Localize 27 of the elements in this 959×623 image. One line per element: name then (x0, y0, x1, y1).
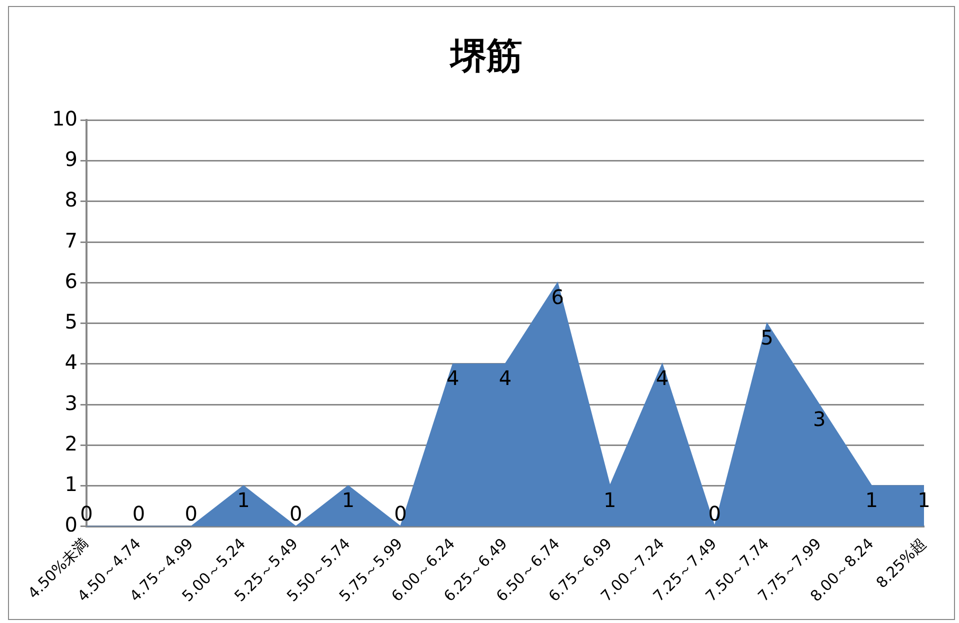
y-tick-label: 2 (64, 431, 78, 456)
data-label: 0 (132, 502, 146, 526)
data-label: 1 (604, 488, 616, 512)
y-tick-label: 7 (64, 228, 78, 252)
data-label: 6 (551, 284, 564, 309)
data-label: 0 (184, 502, 198, 526)
y-tick-label: 1 (64, 472, 78, 496)
chart-title: 堺筋 (448, 36, 522, 77)
y-tick-label: 6 (64, 268, 78, 293)
data-label: 4 (446, 366, 460, 390)
data-label: 1 (865, 488, 878, 512)
data-label: 0 (80, 502, 93, 526)
data-label: 5 (760, 326, 774, 350)
y-tick-label: 3 (64, 390, 78, 415)
data-label: 1 (342, 488, 355, 512)
y-tick-label: 8 (64, 188, 78, 212)
data-label: 4 (498, 366, 512, 390)
data-label: 1 (237, 488, 250, 512)
data-label: 4 (656, 366, 669, 390)
y-tick-label: 5 (64, 310, 78, 334)
data-label: 3 (812, 406, 826, 431)
y-tick-label: 0 (64, 512, 78, 537)
data-label: 0 (289, 502, 302, 526)
y-tick-label: 4 (64, 350, 78, 374)
y-tick-label: 9 (64, 147, 78, 172)
y-tick-label: 10 (52, 106, 78, 130)
data-label: 1 (918, 488, 930, 512)
